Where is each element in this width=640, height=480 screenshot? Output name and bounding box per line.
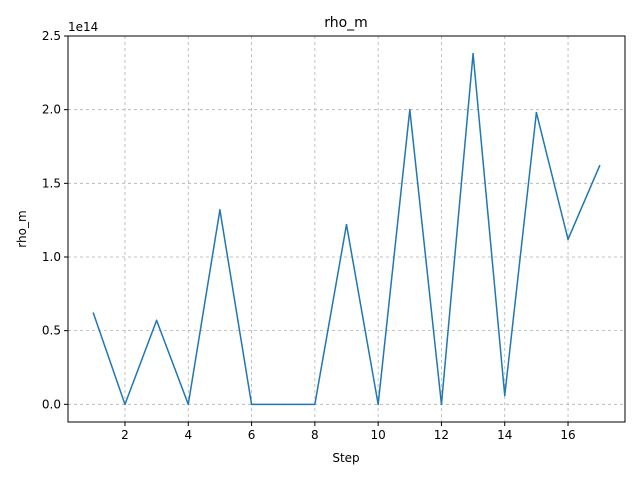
data-point xyxy=(345,223,348,226)
data-point xyxy=(598,164,601,167)
y-tick-label: 2.5 xyxy=(42,29,61,43)
x-tick-label: 14 xyxy=(497,428,512,442)
x-axis: 2 4 6 8 10 12 14 16 xyxy=(121,422,576,442)
data-point xyxy=(567,238,569,241)
data-point xyxy=(219,209,221,211)
data-point xyxy=(409,108,411,111)
x-tick-label: 10 xyxy=(371,428,386,442)
data-point xyxy=(535,111,538,114)
y-axis: 0.0 0.5 1.0 1.5 2.0 2.5 xyxy=(42,29,68,411)
y-tick-label: 0.0 xyxy=(42,397,61,411)
y-axis-label: rho_m xyxy=(15,210,29,247)
series-layer xyxy=(92,52,601,406)
y-tick-label: 2.0 xyxy=(42,103,61,117)
chart-title: rho_m xyxy=(324,15,368,31)
data-point xyxy=(124,403,126,406)
data-point xyxy=(282,403,284,406)
x-tick-label: 16 xyxy=(560,428,575,442)
data-point xyxy=(250,403,253,406)
y-tick-label: 0.5 xyxy=(42,324,61,338)
data-point xyxy=(187,403,190,406)
x-axis-label: Step xyxy=(332,451,359,465)
plot-frame xyxy=(67,35,626,423)
data-point xyxy=(92,312,95,314)
y-offset-label: 1e14 xyxy=(68,20,98,34)
y-tick-label: 1.0 xyxy=(42,250,61,264)
x-tick-label: 6 xyxy=(248,428,256,442)
data-point xyxy=(472,52,474,55)
y-tick-label: 1.5 xyxy=(42,176,61,190)
data-point xyxy=(314,403,316,406)
x-tick-label: 8 xyxy=(311,428,319,442)
x-tick-label: 2 xyxy=(121,428,129,442)
data-point xyxy=(377,403,379,406)
data-point xyxy=(503,394,506,397)
data-point xyxy=(155,319,158,322)
data-point xyxy=(440,403,443,406)
x-tick-label: 12 xyxy=(434,428,449,442)
x-tick-label: 4 xyxy=(184,428,192,442)
